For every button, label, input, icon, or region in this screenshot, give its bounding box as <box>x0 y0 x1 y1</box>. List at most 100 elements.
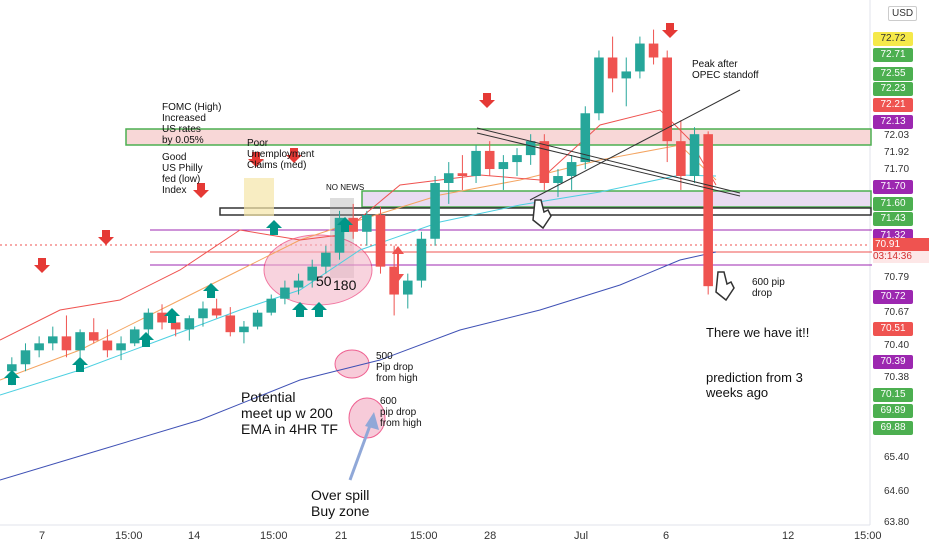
news-highlight <box>244 178 274 216</box>
up-arrow <box>164 308 180 323</box>
candle-body <box>443 173 454 183</box>
candle-body <box>252 312 263 327</box>
price-tick-label: 70.72 <box>873 290 913 304</box>
potential-note: Potential meet up w 200 EMA in 4HR TF <box>241 389 338 438</box>
candle-body <box>321 252 331 267</box>
no-news-note: NO NEWS <box>326 183 365 192</box>
pip600-drop-note: 600 pip drop <box>752 277 785 299</box>
candle-body <box>375 215 386 267</box>
time-tick-label: 15:00 <box>854 530 882 542</box>
candle-body <box>348 217 358 232</box>
price-tick-label: 71.60 <box>873 197 913 211</box>
ema-50 <box>0 144 717 381</box>
candles <box>7 29 713 386</box>
price-tick-label: 72.72 <box>873 32 913 46</box>
candle-body <box>129 329 140 344</box>
candle-body <box>580 113 591 163</box>
candle-body <box>471 150 481 177</box>
peak-note: Peak after OPEC standoff <box>692 59 759 81</box>
candle-body <box>689 134 700 177</box>
up-arrow <box>311 302 327 317</box>
candle-body <box>293 280 304 288</box>
down-arrow <box>248 152 264 167</box>
down-arrow <box>98 230 114 245</box>
up-arrow <box>72 357 88 372</box>
candle-body <box>676 141 686 177</box>
candle-body <box>703 134 713 287</box>
candle-body <box>362 215 372 232</box>
candle-body <box>157 312 167 323</box>
candle-body <box>389 266 399 295</box>
price-tick-label: 71.70 <box>884 164 910 175</box>
candle-body <box>48 336 58 344</box>
up-arrow <box>4 370 20 385</box>
candle-body <box>225 315 236 333</box>
up-arrow <box>266 220 282 235</box>
candle-body <box>457 173 468 177</box>
candle-body <box>102 340 113 351</box>
price-tick-label: 70.51 <box>873 322 913 336</box>
candle-body <box>88 332 99 341</box>
candle-body <box>334 217 345 253</box>
time-tick-label: 15:00 <box>260 530 288 542</box>
moving-averages <box>0 109 717 481</box>
candle-body <box>211 308 222 316</box>
candle-body <box>430 182 440 239</box>
claims-note: Poor Unemployment Claims (med) <box>247 138 315 171</box>
candle-body <box>594 57 604 114</box>
price-tick-label: 70.15 <box>873 388 913 402</box>
candle-body <box>20 350 31 365</box>
candle-body <box>484 150 495 170</box>
price-tick-label: 72.13 <box>873 115 913 129</box>
annotation-marks <box>4 23 741 481</box>
up-arrow <box>203 283 219 298</box>
candle-body <box>553 176 563 183</box>
up-arrow <box>138 332 154 347</box>
candle-body <box>307 266 317 281</box>
candle-body <box>198 308 208 319</box>
price-tick-label: 72.03 <box>884 130 910 141</box>
price-tick-label: 70.38 <box>884 372 910 383</box>
price-tick-label: 69.88 <box>873 421 913 435</box>
trendline <box>476 127 741 194</box>
pip500-note: 500 Pip drop from high <box>376 351 418 384</box>
philly-note: Good US Philly fed (low) Index <box>162 152 203 196</box>
candle-body <box>61 336 72 351</box>
grid <box>0 0 871 526</box>
price-tick-label: 70.40 <box>884 340 910 351</box>
time-tick-label: 21 <box>335 530 348 542</box>
candle-body <box>525 141 536 156</box>
time-tick-label: 14 <box>188 530 201 542</box>
price-tick-label: 71.43 <box>873 212 913 226</box>
candle-body <box>75 332 85 351</box>
price-tick-label: 72.23 <box>873 82 913 96</box>
candle-body <box>566 162 577 177</box>
ema-100 <box>0 174 717 396</box>
candle-body <box>539 141 550 183</box>
candle-body <box>116 343 126 351</box>
time-tick-label: 15:00 <box>115 530 143 542</box>
currency-label[interactable]: USD <box>888 6 918 21</box>
range-arrow-head <box>392 246 404 254</box>
candle-body <box>280 287 290 299</box>
current-price-label: 70.91 <box>873 238 929 251</box>
label-50: 50 <box>316 273 332 289</box>
resistance-zone <box>125 128 872 146</box>
time-tick-label: 6 <box>663 530 670 542</box>
price-tick-label: 70.67 <box>884 307 910 318</box>
candle-body <box>403 280 413 295</box>
candle-body <box>607 57 618 79</box>
price-tick-label: 70.79 <box>884 272 910 283</box>
buy-zone-arrow <box>348 419 374 481</box>
candle-body <box>184 318 195 330</box>
price-tick-label: 72.71 <box>873 48 913 62</box>
candle-body <box>239 326 249 333</box>
overspill-note: Over spill Buy zone <box>311 487 370 520</box>
price-tick-label: 63.80 <box>884 517 910 528</box>
candle-body <box>498 162 509 170</box>
candle-body <box>648 43 659 58</box>
down-arrow <box>193 183 209 198</box>
candle-body <box>266 298 277 313</box>
candle-body <box>512 155 522 163</box>
